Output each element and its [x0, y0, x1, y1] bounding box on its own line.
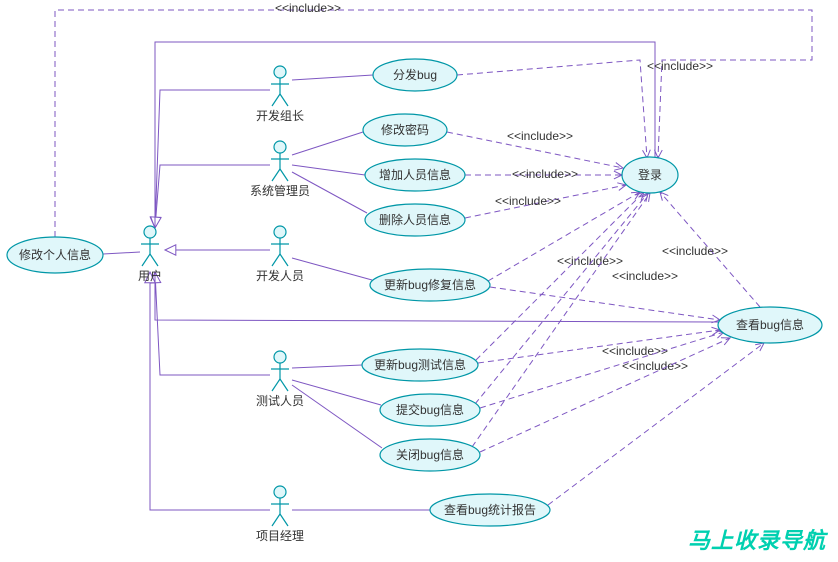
usecase-update_test: 更新bug测试信息 — [362, 349, 478, 381]
actor-label-pm: 项目经理 — [256, 529, 304, 543]
actor-label-dev: 开发人员 — [256, 268, 304, 283]
usecase-add_person: 增加人员信息 — [365, 159, 465, 191]
usecase-label-login: 登录 — [638, 167, 662, 182]
usecase-label-submit_bug: 提交bug信息 — [396, 402, 464, 417]
edge-label-inc-viewbug-login: <<include>> — [662, 244, 728, 258]
usecase-label-change_pwd: 修改密码 — [381, 122, 429, 137]
usecase-label-update_test: 更新bug测试信息 — [374, 357, 466, 372]
usecase-close_bug: 关闭bug信息 — [380, 439, 480, 471]
usecase-del_person: 删除人员信息 — [365, 204, 465, 236]
usecase-modify_personal: 修改个人信息 — [7, 237, 103, 273]
actor-label-tester: 测试人员 — [256, 393, 304, 408]
edge-label-inc-submit-viewbug: <<include>> — [622, 359, 688, 373]
usecase-label-add_person: 增加人员信息 — [379, 167, 451, 182]
edge-label-inc-modify-login: <<include>> — [275, 1, 341, 15]
usecase-label-modify_personal: 修改个人信息 — [19, 247, 91, 262]
watermark-text: 马上收录导航 — [688, 528, 829, 553]
edge-label-inc-changepwd-login: <<include>> — [507, 129, 573, 143]
usecase-view_bug: 查看bug信息 — [718, 307, 822, 343]
usecase-label-update_fix: 更新bug修复信息 — [384, 277, 476, 292]
use-case-diagram: <<include>><<include>><<include>><<inclu… — [0, 0, 838, 562]
usecase-change_pwd: 修改密码 — [363, 114, 447, 146]
usecase-label-close_bug: 关闭bug信息 — [396, 447, 464, 462]
usecase-label-view_bug: 查看bug信息 — [736, 317, 804, 332]
actor-label-admin: 系统管理员 — [250, 183, 310, 198]
actor-label-user: 用户 — [138, 268, 162, 283]
usecase-login: 登录 — [622, 157, 678, 193]
usecase-label-view_report: 查看bug统计报告 — [444, 502, 536, 517]
edge-label-inc-delperson-login: <<include>> — [495, 194, 561, 208]
usecase-submit_bug: 提交bug信息 — [380, 394, 480, 426]
edge-label-inc-distribute-login: <<include>> — [647, 59, 713, 73]
edge-label-inc-addperson-login: <<include>> — [512, 167, 578, 181]
usecase-label-distribute_bug: 分发bug — [393, 67, 437, 82]
usecase-view_report: 查看bug统计报告 — [430, 494, 550, 526]
edge-label-inc-updatefix-login: <<include>> — [557, 254, 623, 268]
usecase-label-del_person: 删除人员信息 — [379, 212, 451, 227]
edge-label-inc-updatefix-viewbug: <<include>> — [612, 269, 678, 283]
edge-label-inc-updatetest-viewbug: <<include>> — [602, 344, 668, 358]
usecase-distribute_bug: 分发bug — [373, 59, 457, 91]
usecase-update_fix: 更新bug修复信息 — [370, 269, 490, 301]
actor-label-devlead: 开发组长 — [256, 108, 304, 123]
